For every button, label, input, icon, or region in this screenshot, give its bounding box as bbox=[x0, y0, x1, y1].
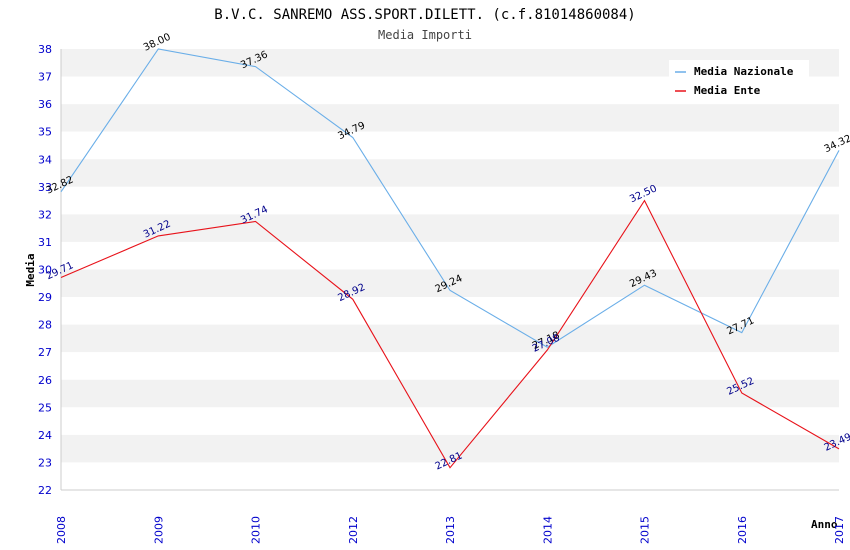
grid-bands bbox=[60, 49, 839, 491]
chart-subtitle: Media Importi bbox=[378, 28, 472, 42]
legend-label-nazionale: Media Nazionale bbox=[694, 65, 794, 78]
grid-band bbox=[61, 297, 839, 325]
x-tick-label: 2010 bbox=[250, 516, 263, 544]
y-tick-label: 23 bbox=[38, 456, 52, 469]
y-tick-label: 31 bbox=[38, 236, 52, 249]
y-tick-label: 28 bbox=[38, 319, 52, 332]
x-axis-ticks: 2008 2009 2010 2012 2013 2014 2015 2016 2017 bbox=[55, 516, 846, 544]
grid-band bbox=[61, 269, 839, 298]
y-tick-label: 38 bbox=[38, 43, 52, 56]
y-tick-label: 34 bbox=[38, 153, 52, 166]
y-axis-ticks: 22 23 24 25 26 27 28 29 30 31 32 33 34 35 36 37 38 bbox=[38, 43, 52, 497]
y-tick-label: 29 bbox=[38, 291, 52, 304]
y-tick-label: 30 bbox=[38, 264, 52, 277]
x-tick-label: 2008 bbox=[55, 516, 68, 544]
x-tick-label: 2012 bbox=[347, 516, 360, 544]
x-tick-label: 2009 bbox=[152, 516, 165, 544]
y-tick-label: 32 bbox=[38, 208, 52, 221]
series-lines bbox=[60, 48, 840, 469]
grid-band bbox=[61, 131, 839, 160]
y-tick-label: 36 bbox=[38, 98, 52, 111]
grid-band bbox=[61, 186, 839, 215]
y-tick-label: 33 bbox=[38, 181, 52, 194]
series-line-ente bbox=[60, 199, 840, 469]
x-tick-label: 2014 bbox=[541, 516, 554, 544]
x-tick-label: 2013 bbox=[444, 516, 457, 544]
y-tick-label: 35 bbox=[38, 126, 52, 139]
y-axis-label: Media bbox=[24, 253, 37, 286]
grid-band bbox=[61, 159, 839, 187]
y-tick-label: 22 bbox=[38, 484, 52, 497]
grid-band bbox=[61, 379, 839, 408]
grid-band bbox=[61, 104, 839, 132]
grid-band bbox=[61, 214, 839, 242]
x-axis-label: Anno bbox=[811, 518, 838, 531]
x-tick-label: 2015 bbox=[639, 516, 652, 544]
legend-label-ente: Media Ente bbox=[694, 84, 761, 97]
grid-band bbox=[61, 324, 839, 353]
y-tick-label: 24 bbox=[38, 429, 52, 442]
chart-title: B.V.C. SANREMO ASS.SPORT.DILETT. (c.f.81… bbox=[214, 7, 635, 23]
series-line-nazionale bbox=[60, 48, 840, 348]
legend: Media Nazionale Media Ente bbox=[669, 60, 809, 102]
x-tick-label: 2017 bbox=[833, 516, 846, 544]
y-tick-label: 27 bbox=[38, 346, 52, 359]
grid-band bbox=[61, 352, 839, 380]
y-tick-label: 25 bbox=[38, 401, 52, 414]
x-tick-label: 2016 bbox=[736, 516, 749, 544]
y-tick-label: 37 bbox=[38, 71, 52, 84]
legend-box bbox=[669, 60, 809, 102]
y-tick-label: 26 bbox=[38, 374, 52, 387]
grid-band bbox=[61, 241, 839, 270]
grid-band bbox=[61, 407, 839, 435]
grid-band bbox=[61, 434, 839, 463]
